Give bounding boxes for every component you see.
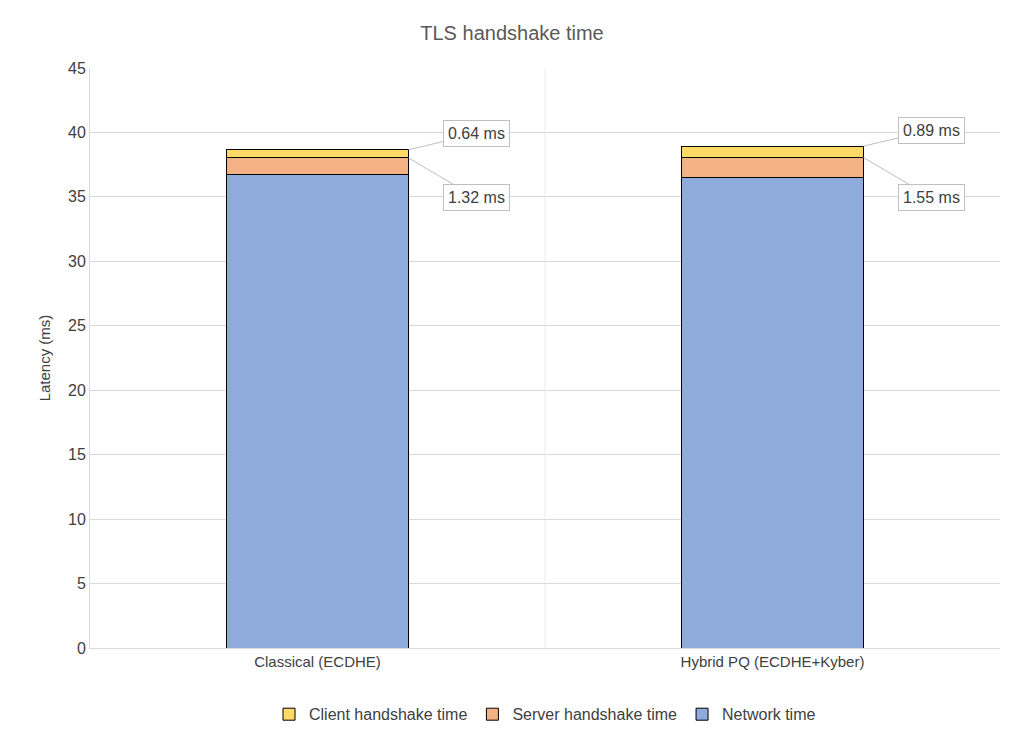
svg-text:1.32 ms: 1.32 ms [448, 189, 505, 206]
svg-text:Server handshake time: Server handshake time [512, 706, 677, 723]
svg-text:0: 0 [77, 640, 86, 657]
svg-text:40: 40 [68, 124, 86, 141]
svg-text:Client handshake time: Client handshake time [309, 706, 467, 723]
svg-text:25: 25 [68, 317, 86, 334]
svg-text:30: 30 [68, 253, 86, 270]
svg-text:10: 10 [68, 511, 86, 528]
svg-text:1.55 ms: 1.55 ms [903, 189, 960, 206]
svg-text:Classical (ECDHE): Classical (ECDHE) [254, 653, 381, 670]
svg-text:Hybrid PQ (ECDHE+Kyber): Hybrid PQ (ECDHE+Kyber) [681, 653, 865, 670]
svg-text:0.89 ms: 0.89 ms [903, 122, 960, 139]
svg-text:45: 45 [68, 60, 86, 77]
svg-text:Network time: Network time [722, 706, 815, 723]
svg-text:Latency (ms): Latency (ms) [36, 315, 53, 402]
svg-text:0.64 ms: 0.64 ms [448, 125, 505, 142]
svg-text:20: 20 [68, 382, 86, 399]
svg-text:TLS handshake time: TLS handshake time [420, 22, 603, 44]
svg-text:15: 15 [68, 446, 86, 463]
svg-text:5: 5 [77, 575, 86, 592]
svg-text:35: 35 [68, 188, 86, 205]
